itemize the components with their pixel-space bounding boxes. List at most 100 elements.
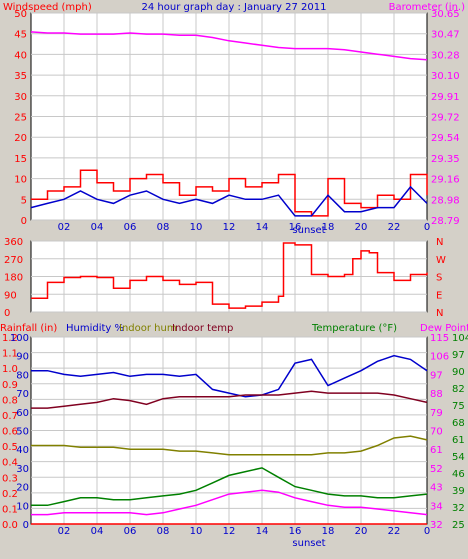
rainfall-y-tick-label: 0.5 <box>2 442 18 453</box>
time-tick-label: 04 <box>91 222 104 233</box>
humidity-y-tick-label: 90 <box>16 352 29 363</box>
barometer-y-tick-label: 29.35 <box>431 154 460 165</box>
direction-compass-label: W <box>436 255 446 266</box>
wind-average-line <box>30 185 428 217</box>
time-tick-label: 0 <box>424 526 430 537</box>
rainfall-y-tick-label: 0.1 <box>2 504 18 515</box>
rainfall-y-tick-label: 0.3 <box>2 473 18 484</box>
humidity-y-tick-label: 80 <box>16 370 29 381</box>
dewpoint-y-tick-label: 32 <box>430 520 443 531</box>
barometer-y-tick-label: 29.16 <box>431 175 460 186</box>
dewpoint-y-tick-label: 97 <box>430 370 443 381</box>
sunset-marker-top: sunset <box>292 225 325 236</box>
barometer-y-tick-label: 30.65 <box>431 9 460 20</box>
barometer-label: Barometer (in.) <box>389 2 465 13</box>
rainfall-y-tick-label: 1.2 <box>2 333 18 344</box>
time-tick-label: 04 <box>91 526 104 537</box>
wind-y-tick-label: 0 <box>21 216 27 227</box>
barometer-y-tick-label: 29.91 <box>431 92 460 103</box>
wind-y-tick-label: 40 <box>14 50 27 61</box>
time-tick-label: 08 <box>157 526 170 537</box>
dewpoint-y-tick-label: 61 <box>430 445 443 456</box>
indoor-temp-label: Indoor temp <box>172 323 233 334</box>
rainfall-y-tick-label: 0.2 <box>2 489 18 500</box>
wind-y-tick-label: 10 <box>14 175 27 186</box>
wind-y-tick-label: 35 <box>14 71 27 82</box>
time-tick-label: 16 <box>289 526 302 537</box>
rainfall-y-tick-label: 0.0 <box>2 520 18 531</box>
temperature-label: Temperature (°F) <box>311 323 397 334</box>
wind-y-tick-label: 25 <box>14 113 27 124</box>
time-tick-label: 10 <box>190 526 203 537</box>
dewpoint-y-tick-label: 34 <box>430 501 443 512</box>
time-tick-label: 18 <box>322 526 335 537</box>
temperature-y-tick-label: 25 <box>452 520 465 531</box>
direction-degree-label: 360 <box>4 237 23 248</box>
rainfall-label: Rainfall (in) <box>0 323 57 334</box>
wind-y-tick-label: 30 <box>14 92 27 103</box>
direction-degree-label: 270 <box>4 255 23 266</box>
barometer-y-tick-label: 30.10 <box>431 71 460 82</box>
temperature-y-tick-label: 82 <box>452 384 465 395</box>
time-tick-label: 02 <box>58 526 71 537</box>
wind-y-tick-label: 15 <box>14 154 27 165</box>
indoor-hum-line <box>31 435 428 456</box>
dewpoint-y-tick-label: 106 <box>430 352 449 363</box>
dewpoint-y-tick-label: 43 <box>430 483 443 494</box>
barometer-y-tick-label: 28.98 <box>431 195 460 206</box>
temperature-y-tick-label: 39 <box>452 486 465 497</box>
time-tick-label: 02 <box>58 222 71 233</box>
dewpoint-y-tick-label: 79 <box>430 408 443 419</box>
barometer-line <box>30 31 428 61</box>
barometer-y-tick-label: 28.79 <box>431 216 460 227</box>
humidity-y-tick-label: 20 <box>16 483 29 494</box>
dewpoint-y-tick-label: 70 <box>430 427 443 438</box>
time-tick-label: 12 <box>223 526 236 537</box>
rainfall-y-tick-label: 1.0 <box>2 364 18 375</box>
barometer-y-tick-label: 30.28 <box>431 50 460 61</box>
wind-direction-line <box>31 242 428 309</box>
wind-gust-line <box>31 169 428 217</box>
dew-point-line <box>31 489 428 516</box>
time-tick-label: 14 <box>256 526 269 537</box>
time-tick-label: 18 <box>322 222 335 233</box>
time-tick-label: 06 <box>124 222 137 233</box>
chart-title: 24 hour graph day : January 27 2011 <box>142 2 327 13</box>
humidity-y-tick-label: 10 <box>16 501 29 512</box>
humidity-y-tick-label: 60 <box>16 408 29 419</box>
time-tick-label: 22 <box>388 222 401 233</box>
time-tick-label: 08 <box>157 222 170 233</box>
rainfall-y-tick-label: 0.6 <box>2 427 18 438</box>
temperature-y-tick-label: 75 <box>452 401 465 412</box>
humidity-line <box>31 354 428 398</box>
time-tick-label: 20 <box>355 526 368 537</box>
wind-y-tick-label: 20 <box>14 133 27 144</box>
temperature-y-tick-label: 61 <box>452 435 465 446</box>
direction-compass-label: S <box>436 273 442 284</box>
time-tick-label: 22 <box>388 526 401 537</box>
barometer-y-tick-label: 29.72 <box>431 113 460 124</box>
humidity-y-tick-label: 0 <box>23 520 29 531</box>
temperature-line <box>31 467 428 507</box>
indoor-temp-line <box>31 390 428 409</box>
direction-compass-label: E <box>436 290 442 301</box>
wind-y-tick-label: 5 <box>21 195 27 206</box>
wind-y-tick-label: 45 <box>14 30 27 41</box>
humidity-y-tick-label: 70 <box>16 389 29 400</box>
rainfall-y-tick-label: 0.7 <box>2 411 18 422</box>
time-tick-label: 06 <box>124 526 137 537</box>
rainfall-y-tick-label: 0.4 <box>2 458 18 469</box>
time-tick-label: 0 <box>424 222 430 233</box>
wind-y-tick-label: 50 <box>14 9 27 20</box>
rainfall-y-tick-label: 1.1 <box>2 349 18 360</box>
direction-compass-label: N <box>436 237 443 248</box>
rainfall-y-tick-label: 0.8 <box>2 395 18 406</box>
direction-degree-label: 90 <box>4 290 17 301</box>
temperature-y-tick-label: 97 <box>452 350 465 361</box>
temperature-y-tick-label: 46 <box>452 469 465 480</box>
temperature-y-tick-label: 32 <box>452 503 465 514</box>
temperature-y-tick-label: 68 <box>452 418 465 429</box>
dewpoint-y-tick-label: 115 <box>430 333 449 344</box>
